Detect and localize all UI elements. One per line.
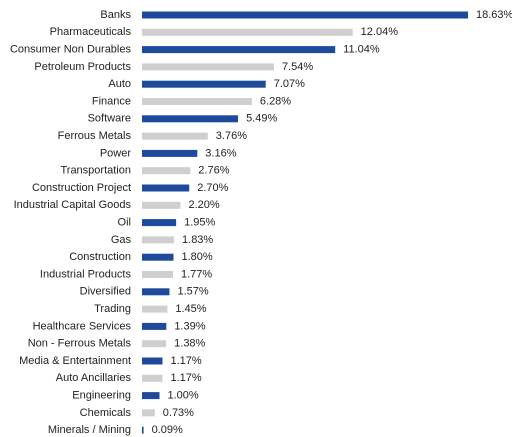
value-label: 2.70% [197,182,228,194]
category-label: Power [100,147,132,159]
value-label: 1.45% [175,303,206,315]
category-label: Industrial Capital Goods [14,199,132,211]
value-label: 7.07% [274,78,305,90]
category-label: Minerals / Mining [48,424,131,436]
category-label: Media & Entertainment [19,355,131,367]
value-label: 0.73% [163,407,194,419]
value-label: 2.76% [198,165,229,177]
value-label: 1.77% [181,268,212,280]
value-label: 1.00% [167,390,198,402]
category-label: Finance [92,95,131,107]
value-label: 1.38% [174,338,205,350]
bar [142,98,252,105]
category-label: Auto Ancillaries [56,372,132,384]
value-label: 5.49% [246,113,277,125]
category-label: Non - Ferrous Metals [28,338,132,350]
value-label: 1.57% [177,286,208,298]
bar [142,115,239,123]
value-label: 1.17% [170,355,201,367]
category-label: Ferrous Metals [58,130,132,142]
category-label: Transportation [60,165,131,177]
category-label: Consumer Non Durables [10,44,132,56]
value-label: 1.17% [170,372,201,384]
bar [142,322,167,330]
value-label: 2.20% [188,199,219,211]
category-label: Pharmaceuticals [50,26,132,38]
bar [142,357,163,365]
bar [142,149,198,157]
category-label: Trading [94,303,131,315]
value-label: 1.80% [181,251,212,263]
value-label: 12.04% [361,26,399,38]
bar [142,28,353,36]
bar [142,236,175,244]
category-label: Petroleum Products [34,61,131,73]
bar [142,201,181,209]
category-label: Oil [118,217,131,229]
value-label: 7.54% [282,61,313,73]
category-label: Healthcare Services [33,320,132,332]
value-label: 1.83% [182,234,213,246]
bar [142,219,177,227]
bar [142,426,144,434]
category-label: Engineering [72,390,131,402]
category-label: Banks [100,9,131,21]
category-label: Chemicals [80,407,132,419]
value-label: 6.28% [260,95,291,107]
value-label: 1.39% [174,320,205,332]
value-label: 0.09% [152,424,183,436]
value-label: 1.95% [184,217,215,229]
value-label: 3.16% [205,147,236,159]
bar [142,409,155,417]
category-label: Construction [69,251,131,263]
category-label: Software [88,113,131,125]
value-label: 3.76% [216,130,247,142]
category-label: Auto [108,78,131,90]
bar [142,305,168,313]
bar [142,392,160,400]
category-label: Industrial Products [40,268,132,280]
value-label: 11.04% [343,44,380,56]
bar [142,271,173,278]
category-label: Gas [111,234,132,246]
category-label: Diversified [80,286,131,298]
bar [142,288,170,296]
bar [142,11,468,19]
bar [142,132,208,140]
value-label: 18.63% [476,9,512,21]
bar [142,46,336,54]
bar [142,340,167,348]
bar [142,253,174,261]
bar [142,63,274,71]
bar [142,167,191,175]
category-label: Construction Project [32,182,131,194]
bar [142,184,190,192]
bar [142,80,266,88]
bar [142,374,163,382]
